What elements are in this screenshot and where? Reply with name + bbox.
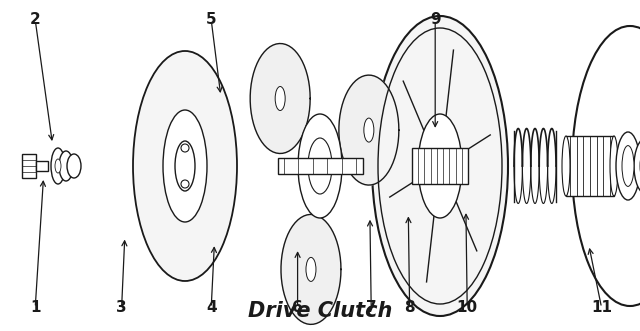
Ellipse shape [634, 138, 640, 194]
Ellipse shape [622, 146, 634, 186]
Text: 9: 9 [430, 12, 440, 27]
Ellipse shape [59, 151, 73, 181]
Ellipse shape [133, 51, 237, 281]
Ellipse shape [364, 118, 374, 142]
Text: 3: 3 [116, 300, 127, 315]
Ellipse shape [308, 138, 332, 194]
Text: 1: 1 [30, 300, 40, 315]
Ellipse shape [306, 258, 316, 281]
Polygon shape [281, 214, 341, 324]
Text: 11: 11 [591, 300, 612, 315]
Ellipse shape [610, 136, 618, 196]
Bar [412, 148, 468, 184]
Text: Drive Clutch: Drive Clutch [248, 301, 392, 321]
Ellipse shape [181, 180, 189, 188]
Ellipse shape [67, 154, 81, 178]
Ellipse shape [175, 141, 195, 191]
Polygon shape [339, 75, 399, 185]
Ellipse shape [418, 114, 462, 218]
Ellipse shape [181, 144, 189, 152]
Bar [278, 158, 363, 174]
Ellipse shape [572, 26, 640, 306]
Ellipse shape [51, 148, 65, 184]
Text: 6: 6 [292, 300, 303, 315]
Text: 4: 4 [206, 300, 216, 315]
Ellipse shape [616, 132, 640, 200]
Ellipse shape [163, 110, 207, 222]
Ellipse shape [298, 114, 342, 218]
Text: 7: 7 [366, 300, 376, 315]
Bar [36, 161, 48, 171]
Text: 5: 5 [206, 12, 216, 27]
Text: 10: 10 [456, 300, 478, 315]
Bar [566, 136, 614, 196]
Ellipse shape [372, 16, 508, 316]
Ellipse shape [562, 136, 570, 196]
Ellipse shape [55, 159, 61, 173]
Ellipse shape [378, 28, 502, 304]
Bar [22, 154, 36, 178]
Polygon shape [250, 44, 310, 154]
Text: 2: 2 [30, 12, 40, 27]
Text: 8: 8 [404, 300, 415, 315]
Ellipse shape [275, 86, 285, 111]
